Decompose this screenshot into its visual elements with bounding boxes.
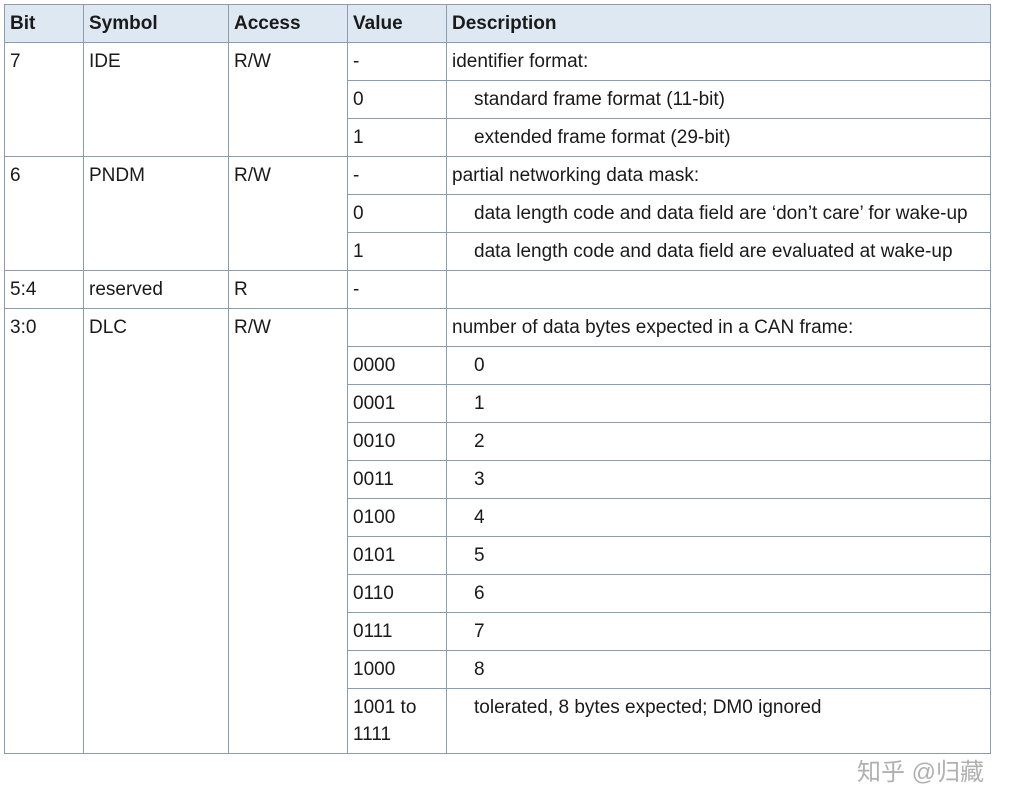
value-cell [347,308,447,347]
table-row: 0010 2 [5,422,991,461]
description-cell: tolerated, 8 bytes expected; DM0 ignored [446,688,991,754]
header-cell: Description [446,4,991,43]
value-cell: 1 [347,118,447,157]
bit-cell: 7 [4,42,84,157]
value-cell: 0 [347,80,447,119]
table-row: 7 IDE R/W - identifier format: [4,42,991,157]
table-body: 7 IDE R/W - identifier format: 0 standard fram… [4,42,991,754]
table-row: 0110 6 [5,574,991,613]
description-cell: identifier format: [446,42,991,81]
symbol-cell: DLC [83,308,229,754]
access-cell: R/W [228,308,348,754]
header-cell: Bit [4,4,84,43]
register-table: Bit Symbol Access Value Description 7 IDE R/W -… [4,4,991,754]
header-cell: Symbol [83,4,229,43]
description-cell: 5 [446,536,991,575]
value-cell: 1001 to 1111 [347,688,447,754]
description-cell: 4 [446,498,991,537]
table-row: 0111 7 [5,612,991,651]
value-cell: 0100 [347,498,447,537]
description-cell: standard frame format (11-bit) [446,80,991,119]
description-cell: 7 [446,612,991,651]
bit-cell: 6 [4,156,84,271]
description-cell: data length code and data field are ‘don… [446,194,991,233]
table-row: 1000 8 [5,650,991,689]
value-cell: 0110 [347,574,447,613]
access-cell: R/W [228,42,348,157]
table-row: 1 extended frame format (29-bit) [5,118,991,157]
description-cell: extended frame format (29-bit) [446,118,991,157]
bit-cell: 3:0 [4,308,84,754]
description-cell: 1 [446,384,991,423]
description-cell: partial networking data mask: [446,156,991,195]
header-cell: Value [347,4,447,43]
header-cell: Access [228,4,348,43]
table-row: 0011 3 [5,460,991,499]
description-cell: 3 [446,460,991,499]
table-row: 6 PNDM R/W - partial networking data mask: [4,156,991,271]
bit-cell: 5:4 [4,270,84,309]
description-cell: 0 [446,346,991,385]
value-cell: 0011 [347,460,447,499]
description-cell: data length code and data field are eval… [446,232,991,271]
table-row: 3:0 DLC R/W number of data bytes expected i… [4,308,991,754]
table-row: 5:4 reserved R - [4,270,991,309]
value-cell: 1000 [347,650,447,689]
table-row: 0 data length code and data field are ‘do… [5,194,991,233]
symbol-cell: reserved [83,270,229,309]
table-row: 1 data length code and data field are eva… [5,232,991,271]
description-cell: 6 [446,574,991,613]
symbol-cell: IDE [83,42,229,157]
access-cell: R [228,270,348,309]
description-cell [446,270,991,309]
value-cell: - [347,156,447,195]
symbol-cell: PNDM [83,156,229,271]
value-cell: 0000 [347,346,447,385]
header-row: Bit Symbol Access Value Description [4,4,991,43]
value-cell: 1 [347,232,447,271]
value-cell: 0001 [347,384,447,423]
description-cell: 2 [446,422,991,461]
description-cell: 8 [446,650,991,689]
watermark: 知乎 @归藏 [856,759,984,786]
description-cell: number of data bytes expected in a CAN f… [446,308,991,347]
value-cell: 0111 [347,612,447,651]
table-row: 1001 to 1111 tolerated, 8 bytes expected;… [5,688,991,754]
value-cell: 0 [347,194,447,233]
value-cell: 0010 [347,422,447,461]
value-cell: - [347,42,447,81]
value-cell: 0101 [347,536,447,575]
access-cell: R/W [228,156,348,271]
value-cell: - [347,270,447,309]
